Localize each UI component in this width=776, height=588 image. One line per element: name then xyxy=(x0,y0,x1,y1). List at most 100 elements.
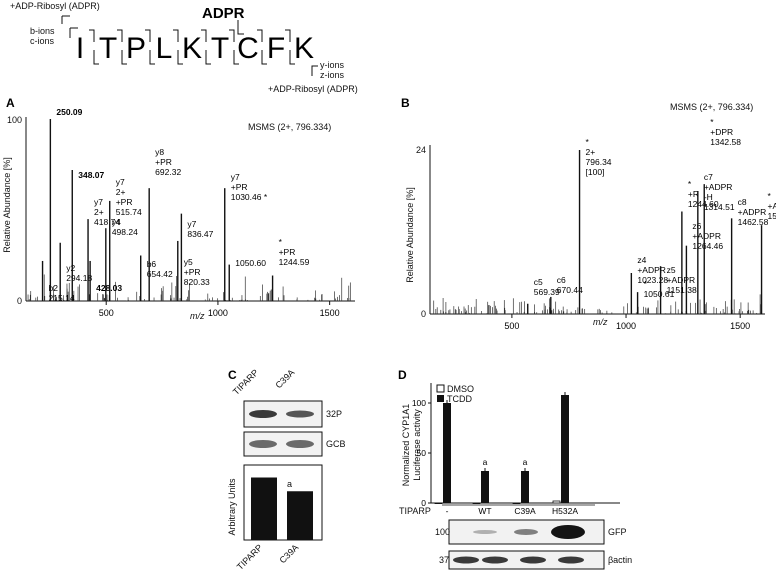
panel-a-peak-label: 250.09 xyxy=(56,107,82,117)
panel-b-xlabel: m/z xyxy=(593,317,608,327)
blot-32p-band-1 xyxy=(249,410,277,418)
y-fragment-bracket-3 xyxy=(177,50,183,65)
panel-d-bar-tcdd xyxy=(561,395,569,503)
panel-b-xtick-label: 1500 xyxy=(730,321,750,331)
b-fragment-bracket-6 xyxy=(257,29,263,42)
panel-d-group-labels: - WT C39A H532A xyxy=(446,506,579,516)
panel-a-xtick-label: 500 xyxy=(99,308,114,318)
panel-c-xlabel-c39a: C39A xyxy=(277,542,300,565)
panel-b-ytick-zero: 0 xyxy=(421,309,426,319)
blot-gfp-band-c39a xyxy=(514,529,538,535)
blot-gfp-band-wt xyxy=(473,530,497,534)
panel-a-peak-label: y7 2+ 418.74 xyxy=(94,197,120,227)
panel-b-peak-label: c8 +ADPR 1462.58 xyxy=(738,197,769,227)
panel-b: B MSMS (2+, 796.334) Relative Abundance … xyxy=(395,95,776,340)
panel-d-bar-dmso xyxy=(552,500,561,504)
bc-arrow xyxy=(69,27,78,38)
panel-a-xtick-label: 1500 xyxy=(320,308,340,318)
marker-37: 37 xyxy=(439,555,449,565)
panel-c-letter: C xyxy=(228,368,237,382)
panel-b-peak-label: * +DPR 1342.58 xyxy=(710,117,741,147)
panel-d-letter: D xyxy=(398,368,407,382)
panel-a-ytick-top: 100 xyxy=(7,115,22,125)
c-ions-label: c-ions xyxy=(30,36,55,46)
fragment-brackets xyxy=(89,29,295,65)
residue-2: P xyxy=(126,32,146,65)
panel-b-peak-label: c5 569.39 xyxy=(534,277,560,297)
panel-a-peak-label: y2 294.18 xyxy=(66,263,92,283)
panel-b-peak-label: *+ADPR1593.68 xyxy=(768,191,776,221)
panel-a-peak-label: y5 +PR 820.33 xyxy=(184,257,210,287)
panel-a-peak-label: y8 +PR 692.32 xyxy=(155,147,181,177)
panel-d-bar-dmso xyxy=(472,502,481,505)
residue-7: F xyxy=(267,32,285,65)
panel-a-peak-label: 1050.60 xyxy=(235,258,266,268)
panel-c-bar xyxy=(251,477,277,540)
legend-dmso-label: DMSO xyxy=(447,384,474,394)
residue-3: L xyxy=(156,32,173,65)
blot-actin-band-3 xyxy=(520,556,546,564)
panel-a-peak-label: b6 654.42 xyxy=(147,259,173,279)
panel-b-peak-label: z4 +ADPR 1023.28 xyxy=(637,255,668,285)
legend-tcdd-swatch xyxy=(437,395,444,402)
blot-gcb-label: GCB xyxy=(326,439,346,449)
peptide-svg: +ADP-Ribosyl (ADPR) b-ions c-ions ADPR I… xyxy=(10,1,358,94)
blot-actin-label: βactin xyxy=(608,555,632,565)
panel-a-peak-label: * +PR 1244.59 xyxy=(279,237,310,267)
y-fragment-bracket-7 xyxy=(289,50,295,65)
panel-a-peak-label: b2 215.14 xyxy=(49,283,75,303)
panel-d-ylabel-1: Normalized CYP1A1 xyxy=(401,404,411,487)
panel-d-group-label: - xyxy=(446,506,449,516)
panel-d-row-label: TIPARP xyxy=(399,506,431,516)
panel-a-xlabel: m/z xyxy=(190,311,205,321)
panel-a-letter: A xyxy=(6,96,15,110)
y-fragment-bracket-2 xyxy=(149,50,155,65)
blot-gfp-label: GFP xyxy=(608,527,627,537)
y-fragment-bracket-1 xyxy=(121,50,127,65)
panel-b-peak-label: c7 +ADPR -H 1314.51 xyxy=(704,172,735,212)
peptide-scheme: +ADP-Ribosyl (ADPR) b-ions c-ions ADPR I… xyxy=(0,0,380,95)
blot-actin-band-2 xyxy=(482,556,508,564)
panel-b-xtick-label: 1000 xyxy=(616,321,636,331)
legend-tcdd-label: TCDD xyxy=(447,394,472,404)
panel-b-ylabel: Relative Abundance [%] xyxy=(405,187,415,283)
panel-a-peak-label: 348.07 xyxy=(78,170,104,180)
blot-actin-band-1 xyxy=(453,556,479,564)
panel-a-peak-label: y4 498.24 xyxy=(112,217,138,237)
yz-arrow xyxy=(311,65,318,76)
b-fragment-bracket-7 xyxy=(285,29,291,42)
panel-d-group-label: WT xyxy=(478,506,491,516)
panel-d-ytick-label: 50 xyxy=(417,448,427,458)
blot-32p-band-2 xyxy=(286,410,314,418)
adpr-bottom-label: +ADP-Ribosyl (ADPR) xyxy=(268,84,358,94)
panel-d-bar-tcdd xyxy=(443,403,451,503)
panel-d-bar-tcdd xyxy=(481,471,489,503)
panel-a-ytick-zero: 0 xyxy=(17,296,22,306)
panel-c-bar xyxy=(287,491,313,540)
panel-d-ytick-label: 100 xyxy=(412,398,426,408)
y-fragment-bracket-5 xyxy=(233,50,239,65)
y-fragment-bracket-4 xyxy=(205,50,211,65)
y-ions-label: y-ions xyxy=(320,60,345,70)
panel-d-ytick-label: 0 xyxy=(421,498,426,508)
panel-a-peak-label: y7 2+ +PR 515.74 xyxy=(116,177,142,217)
panel-b-peak-label: z6 +ADPR 1264.46 xyxy=(692,221,723,251)
residue-5: T xyxy=(211,32,229,65)
panel-b-peak-label: c6 670.44 xyxy=(557,275,583,295)
panel-c-bars xyxy=(251,477,313,540)
panel-a-xticks: 500 1000 1500 xyxy=(99,301,340,318)
adpr-c-bracket xyxy=(237,20,244,35)
panel-d-group-label: C39A xyxy=(514,506,536,516)
panel-d-ylabel-2: Luciferase activity xyxy=(412,409,422,481)
b-fragment-bracket-3 xyxy=(173,29,179,42)
b-fragment-bracket-1 xyxy=(117,29,123,42)
panel-c-sig: a xyxy=(287,479,292,489)
panel-c-chart: C TIPARP C39A 32P GCB Arbitrary Units a … xyxy=(227,367,346,572)
b-fragment-bracket-4 xyxy=(201,29,207,42)
b-fragment-bracket-5 xyxy=(229,29,235,42)
blot-gfp-band-h532a xyxy=(551,525,585,539)
y-fragment-bracket-6 xyxy=(261,50,267,65)
